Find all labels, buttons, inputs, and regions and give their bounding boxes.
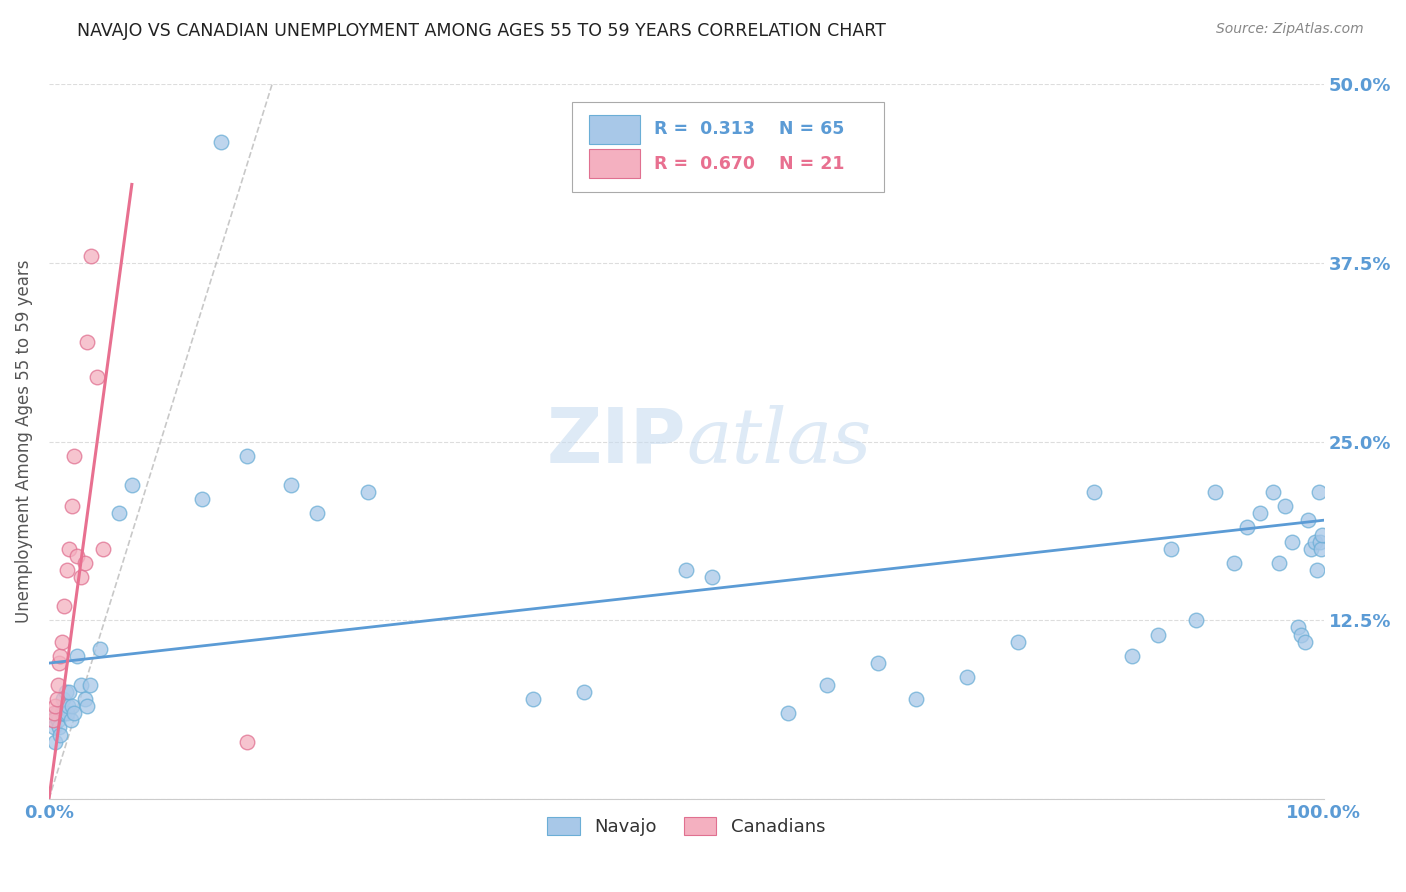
- Point: [1298, 513, 1320, 527]
- Point: [1236, 520, 1258, 534]
- Point: [1160, 541, 1182, 556]
- Point: [45, 706, 67, 720]
- Point: [1289, 627, 1312, 641]
- Point: [1309, 534, 1331, 549]
- Point: [91, 541, 114, 556]
- Text: atlas: atlas: [686, 405, 872, 479]
- Point: [46, 713, 69, 727]
- Point: [700, 570, 723, 584]
- Point: [45, 691, 67, 706]
- FancyBboxPatch shape: [589, 150, 640, 178]
- Point: [44, 734, 66, 748]
- Point: [51, 706, 73, 720]
- Point: [86, 370, 108, 384]
- Point: [89, 641, 111, 656]
- Point: [66, 648, 89, 663]
- Point: [69, 677, 91, 691]
- Point: [73, 556, 96, 570]
- Point: [56, 698, 79, 713]
- Point: [1204, 484, 1226, 499]
- Point: [121, 477, 143, 491]
- Point: [1286, 620, 1309, 634]
- Point: [1249, 506, 1271, 520]
- Point: [66, 549, 89, 563]
- FancyBboxPatch shape: [589, 115, 640, 144]
- Point: [1299, 541, 1322, 556]
- Point: [1185, 613, 1208, 627]
- Point: [1007, 634, 1029, 648]
- FancyBboxPatch shape: [572, 103, 884, 192]
- Point: [79, 677, 101, 691]
- Text: ZIP: ZIP: [547, 405, 686, 479]
- Point: [1261, 484, 1284, 499]
- Point: [108, 506, 131, 520]
- Point: [63, 706, 86, 720]
- Point: [56, 706, 79, 720]
- Point: [69, 570, 91, 584]
- Point: [1310, 541, 1333, 556]
- Point: [191, 491, 214, 506]
- Point: [1294, 634, 1316, 648]
- Point: [209, 135, 232, 149]
- Point: [42, 713, 65, 727]
- Point: [956, 670, 979, 684]
- Point: [42, 720, 65, 734]
- Point: [1268, 556, 1291, 570]
- Point: [1274, 499, 1296, 513]
- Point: [1306, 563, 1329, 577]
- Point: [46, 677, 69, 691]
- Legend: Navajo, Canadians: Navajo, Canadians: [540, 810, 832, 844]
- Text: NAVAJO VS CANADIAN UNEMPLOYMENT AMONG AGES 55 TO 59 YEARS CORRELATION CHART: NAVAJO VS CANADIAN UNEMPLOYMENT AMONG AG…: [77, 22, 886, 40]
- Point: [53, 706, 76, 720]
- Point: [60, 698, 83, 713]
- Point: [60, 499, 83, 513]
- Point: [52, 691, 75, 706]
- Point: [76, 334, 98, 349]
- Point: [356, 484, 378, 499]
- Point: [59, 713, 82, 727]
- Point: [1083, 484, 1105, 499]
- Point: [48, 656, 70, 670]
- Point: [675, 563, 697, 577]
- Point: [73, 691, 96, 706]
- Y-axis label: Unemployment Among Ages 55 to 59 years: Unemployment Among Ages 55 to 59 years: [15, 260, 32, 624]
- Point: [1303, 534, 1326, 549]
- Point: [574, 684, 596, 698]
- Point: [1308, 484, 1330, 499]
- Point: [49, 727, 72, 741]
- Point: [56, 563, 79, 577]
- Point: [44, 698, 66, 713]
- Point: [58, 541, 80, 556]
- Point: [51, 634, 73, 648]
- Point: [63, 449, 86, 463]
- Point: [815, 677, 838, 691]
- Point: [1121, 648, 1143, 663]
- Point: [235, 734, 257, 748]
- Point: [42, 706, 65, 720]
- Point: [778, 706, 800, 720]
- Point: [55, 684, 77, 698]
- Text: R =  0.313    N = 65: R = 0.313 N = 65: [654, 120, 845, 138]
- Point: [48, 720, 70, 734]
- Point: [305, 506, 328, 520]
- Point: [1312, 527, 1334, 541]
- Point: [522, 691, 544, 706]
- Point: [1147, 627, 1170, 641]
- Point: [58, 684, 80, 698]
- Text: Source: ZipAtlas.com: Source: ZipAtlas.com: [1216, 22, 1364, 37]
- Point: [80, 249, 103, 263]
- Point: [235, 449, 257, 463]
- Point: [1223, 556, 1246, 570]
- Point: [42, 713, 65, 727]
- Point: [76, 698, 98, 713]
- Point: [49, 648, 72, 663]
- Point: [904, 691, 927, 706]
- Point: [280, 477, 302, 491]
- Point: [1281, 534, 1303, 549]
- Text: R =  0.670    N = 21: R = 0.670 N = 21: [654, 154, 845, 173]
- Point: [53, 599, 76, 613]
- Point: [866, 656, 889, 670]
